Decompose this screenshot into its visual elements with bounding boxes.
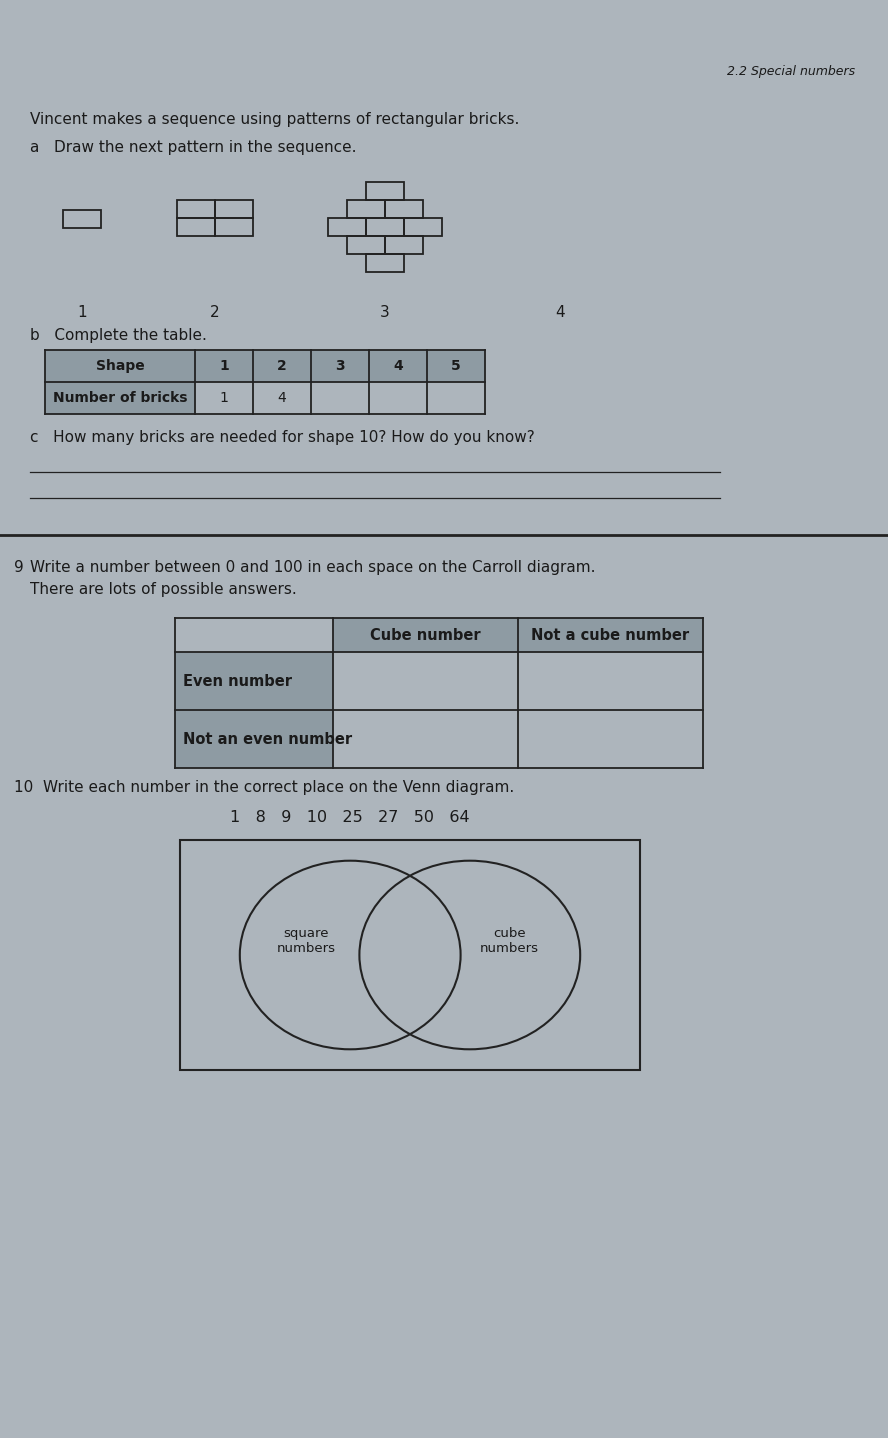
Bar xyxy=(347,200,385,219)
Bar xyxy=(45,383,195,414)
Text: b   Complete the table.: b Complete the table. xyxy=(30,328,207,344)
Text: Vincent makes a sequence using patterns of rectangular bricks.: Vincent makes a sequence using patterns … xyxy=(30,112,519,127)
Text: a   Draw the next pattern in the sequence.: a Draw the next pattern in the sequence. xyxy=(30,139,356,155)
Bar xyxy=(63,210,101,229)
Text: There are lots of possible answers.: There are lots of possible answers. xyxy=(30,582,297,597)
Text: 2: 2 xyxy=(210,305,220,321)
Bar xyxy=(385,200,423,219)
Text: 2: 2 xyxy=(277,360,287,372)
Text: cube
numbers: cube numbers xyxy=(480,928,539,955)
Text: 9: 9 xyxy=(14,559,24,575)
Text: Not a cube number: Not a cube number xyxy=(531,627,690,643)
Bar xyxy=(177,200,215,219)
Text: Shape: Shape xyxy=(96,360,145,372)
Bar xyxy=(385,236,423,255)
Text: 3: 3 xyxy=(380,305,390,321)
Text: square
numbers: square numbers xyxy=(276,928,336,955)
Text: 1: 1 xyxy=(77,305,87,321)
Bar xyxy=(175,651,333,710)
Text: 5: 5 xyxy=(451,360,461,372)
Text: 2.2 Special numbers: 2.2 Special numbers xyxy=(727,65,855,78)
Text: Even number: Even number xyxy=(183,673,292,689)
Bar xyxy=(215,200,253,219)
Bar xyxy=(333,618,703,651)
Text: 1: 1 xyxy=(219,391,228,406)
Text: 1: 1 xyxy=(219,360,229,372)
Bar xyxy=(347,236,385,255)
Text: Number of bricks: Number of bricks xyxy=(53,391,187,406)
Bar xyxy=(366,219,404,236)
Bar xyxy=(175,710,333,768)
Bar xyxy=(45,349,485,383)
Bar xyxy=(328,219,366,236)
Text: Not an even number: Not an even number xyxy=(183,732,353,746)
Text: c   How many bricks are needed for shape 10? How do you know?: c How many bricks are needed for shape 1… xyxy=(30,430,535,444)
Text: Write a number between 0 and 100 in each space on the Carroll diagram.: Write a number between 0 and 100 in each… xyxy=(30,559,596,575)
Text: 4: 4 xyxy=(555,305,565,321)
Text: 4: 4 xyxy=(278,391,286,406)
Bar xyxy=(404,219,442,236)
Text: 4: 4 xyxy=(393,360,403,372)
Text: 3: 3 xyxy=(335,360,345,372)
Bar xyxy=(215,219,253,236)
Bar xyxy=(180,840,640,1070)
Bar xyxy=(366,255,404,272)
Text: 10  Write each number in the correct place on the Venn diagram.: 10 Write each number in the correct plac… xyxy=(14,779,514,795)
Text: 1   8   9   10   25   27   50   64: 1 8 9 10 25 27 50 64 xyxy=(230,810,470,825)
Bar xyxy=(177,219,215,236)
Bar xyxy=(366,183,404,200)
Text: Cube number: Cube number xyxy=(370,627,480,643)
